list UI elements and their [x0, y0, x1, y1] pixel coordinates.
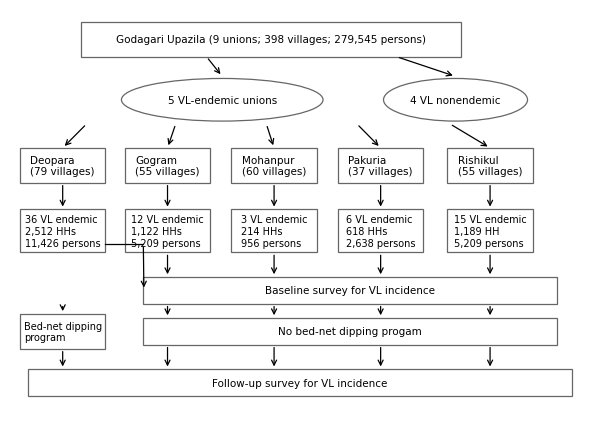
FancyBboxPatch shape — [143, 318, 557, 345]
Text: Baseline survey for VL incidence: Baseline survey for VL incidence — [265, 286, 435, 296]
FancyBboxPatch shape — [81, 23, 461, 58]
Text: Godagari Upazila (9 unions; 398 villages; 279,545 persons): Godagari Upazila (9 unions; 398 villages… — [116, 35, 426, 45]
Text: 36 VL endemic
2,512 HHs
11,426 persons: 36 VL endemic 2,512 HHs 11,426 persons — [25, 215, 101, 248]
Text: 6 VL endemic
618 HHs
2,638 persons: 6 VL endemic 618 HHs 2,638 persons — [346, 215, 415, 248]
Text: Gogram
(55 villages): Gogram (55 villages) — [135, 155, 200, 177]
FancyBboxPatch shape — [338, 210, 423, 253]
Text: Mohanpur
(60 villages): Mohanpur (60 villages) — [242, 155, 306, 177]
Text: Rishikul
(55 villages): Rishikul (55 villages) — [458, 155, 523, 177]
Text: 4 VL nonendemic: 4 VL nonendemic — [410, 95, 501, 106]
FancyBboxPatch shape — [338, 149, 423, 183]
Text: No bed-net dipping progam: No bed-net dipping progam — [278, 327, 422, 337]
Text: 5 VL-endemic unions: 5 VL-endemic unions — [167, 95, 277, 106]
FancyBboxPatch shape — [232, 210, 317, 253]
Text: 15 VL endemic
1,189 HH
5,209 persons: 15 VL endemic 1,189 HH 5,209 persons — [454, 215, 526, 248]
Text: Deopara
(79 villages): Deopara (79 villages) — [31, 155, 95, 177]
FancyBboxPatch shape — [232, 149, 317, 183]
Text: Follow-up survey for VL incidence: Follow-up survey for VL incidence — [212, 378, 388, 388]
FancyBboxPatch shape — [125, 149, 210, 183]
FancyBboxPatch shape — [143, 277, 557, 304]
FancyBboxPatch shape — [20, 314, 106, 349]
FancyBboxPatch shape — [448, 149, 533, 183]
FancyBboxPatch shape — [20, 149, 106, 183]
Text: 12 VL endemic
1,122 HHs
5,209 persons: 12 VL endemic 1,122 HHs 5,209 persons — [131, 215, 204, 248]
Text: Bed-net dipping
program: Bed-net dipping program — [23, 321, 102, 343]
Ellipse shape — [121, 79, 323, 122]
FancyBboxPatch shape — [448, 210, 533, 253]
FancyBboxPatch shape — [28, 369, 572, 396]
Text: 3 VL endemic
214 HHs
956 persons: 3 VL endemic 214 HHs 956 persons — [241, 215, 307, 248]
FancyBboxPatch shape — [20, 210, 106, 253]
FancyBboxPatch shape — [125, 210, 210, 253]
Text: Pakuria
(37 villages): Pakuria (37 villages) — [349, 155, 413, 177]
Ellipse shape — [383, 79, 527, 122]
